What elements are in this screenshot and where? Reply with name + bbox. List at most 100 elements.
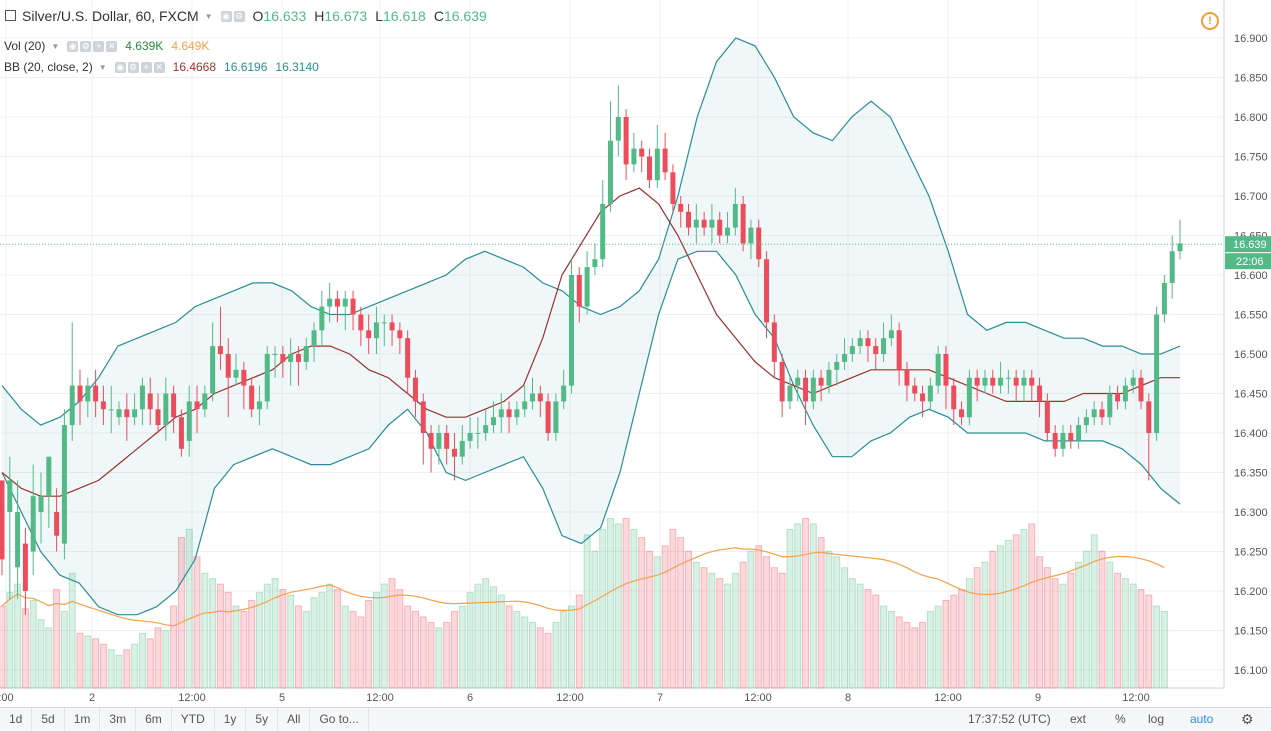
- volume-bar: [216, 583, 224, 689]
- eye-icon[interactable]: ◉: [114, 61, 126, 73]
- volume-bar: [575, 594, 583, 689]
- candle-body: [709, 219, 715, 228]
- bb-upper-value: 16.6196: [224, 60, 268, 74]
- volume-bar: [911, 627, 919, 689]
- volume-bar: [37, 619, 45, 689]
- volume-bar: [981, 561, 989, 689]
- range-3m[interactable]: 3m: [100, 708, 137, 731]
- chevron-down-icon[interactable]: ▼: [98, 62, 107, 72]
- range-ytd[interactable]: YTD: [172, 708, 215, 731]
- goto-button[interactable]: Go to...: [310, 708, 369, 731]
- candle-body: [1169, 251, 1175, 283]
- price-chart[interactable]: 16.90016.85016.80016.75016.70016.65016.6…: [0, 0, 1271, 707]
- log-toggle[interactable]: log: [1148, 712, 1165, 726]
- volume-bar: [864, 589, 872, 689]
- volume-bar: [505, 605, 513, 689]
- volume-label[interactable]: Vol (20): [4, 39, 46, 53]
- candle-body: [139, 385, 145, 410]
- volume-bar: [1020, 528, 1028, 689]
- candle-body: [1013, 377, 1019, 386]
- plus-icon[interactable]: +: [93, 40, 105, 52]
- symbol-title[interactable]: Silver/U.S. Dollar, 60, FXCM: [22, 8, 199, 24]
- candle-body: [288, 354, 294, 362]
- volume-bar: [380, 583, 388, 689]
- volume-bar: [443, 621, 451, 689]
- volume-bar: [404, 605, 412, 689]
- ext-toggle[interactable]: ext: [1070, 712, 1087, 726]
- collapse-icon[interactable]: [5, 10, 16, 21]
- candle-body: [732, 203, 738, 228]
- volume-bar: [209, 578, 217, 689]
- candle-body: [881, 338, 887, 354]
- plus-icon[interactable]: +: [140, 61, 152, 73]
- volume-bar: [614, 523, 622, 689]
- candle-body: [467, 433, 473, 441]
- chevron-down-icon[interactable]: ▼: [51, 41, 60, 51]
- range-all[interactable]: All: [278, 708, 311, 731]
- candle-body: [1146, 401, 1152, 433]
- candle-body: [1161, 282, 1167, 315]
- candle-body: [233, 369, 239, 378]
- gear-icon[interactable]: ⚙: [1241, 711, 1254, 727]
- candle-body: [662, 148, 668, 173]
- close-icon[interactable]: ✕: [153, 61, 165, 73]
- volume-bar: [560, 610, 568, 689]
- volume-bar: [778, 572, 786, 689]
- candle-body: [670, 172, 676, 204]
- price-tick-label: 16.150: [1234, 626, 1268, 638]
- volume-bar: [310, 597, 318, 689]
- volume-bar: [1043, 567, 1051, 689]
- candle-body: [1138, 377, 1144, 402]
- chevron-down-icon[interactable]: ▼: [204, 11, 213, 21]
- auto-toggle[interactable]: auto: [1190, 712, 1214, 726]
- candle-body: [615, 117, 621, 141]
- open-value: 16.633: [263, 8, 307, 24]
- candle-body: [974, 377, 980, 386]
- volume-bar: [716, 578, 724, 689]
- range-5y[interactable]: 5y: [246, 708, 279, 731]
- volume-bar: [770, 567, 778, 689]
- bb-legend: BB (20, close, 2) ▼ ◉ ⚙ + ✕ 16.4668 16.6…: [4, 60, 327, 74]
- range-1y[interactable]: 1y: [215, 708, 247, 731]
- candle-body: [506, 409, 512, 418]
- settings-icon[interactable]: ⚙: [233, 10, 245, 22]
- range-5d[interactable]: 5d: [32, 708, 65, 731]
- price-tick-label: 16.100: [1234, 665, 1268, 677]
- settings-icon[interactable]: ⚙: [127, 61, 139, 73]
- candle-body: [163, 393, 169, 426]
- candle-body: [647, 156, 653, 181]
- candle-body: [529, 393, 535, 402]
- candle-body: [826, 369, 832, 386]
- candle-body: [132, 409, 138, 418]
- volume-bar: [1090, 534, 1098, 689]
- close-value: 16.639: [443, 8, 487, 24]
- volume-bar: [427, 621, 435, 689]
- volume-bar: [731, 572, 739, 689]
- volume-bar: [271, 578, 279, 689]
- volume-bar: [833, 556, 841, 689]
- range-1d[interactable]: 1d: [0, 708, 33, 731]
- candle-body: [725, 227, 731, 236]
- candle-body: [147, 393, 153, 410]
- time-tick-label: :00: [0, 692, 14, 704]
- bb-label[interactable]: BB (20, close, 2): [4, 60, 93, 74]
- volume-bar: [115, 654, 123, 689]
- range-1m[interactable]: 1m: [65, 708, 101, 731]
- range-6m[interactable]: 6m: [136, 708, 172, 731]
- close-icon[interactable]: ✕: [106, 40, 118, 52]
- alert-icon[interactable]: !: [1201, 12, 1219, 30]
- volume-bar: [1082, 550, 1090, 689]
- time-tick-label: 12:00: [556, 692, 584, 704]
- eye-icon[interactable]: ◉: [220, 10, 232, 22]
- volume-bar: [965, 578, 973, 689]
- candle-body: [77, 385, 83, 402]
- percent-toggle[interactable]: %: [1115, 712, 1126, 726]
- settings-icon[interactable]: ⚙: [80, 40, 92, 52]
- candle-body: [522, 401, 528, 410]
- candle-body: [888, 330, 894, 339]
- volume-bar: [591, 550, 599, 689]
- volume-bar: [365, 600, 373, 689]
- eye-icon[interactable]: ◉: [67, 40, 79, 52]
- volume-bar: [14, 583, 22, 689]
- candle-body: [46, 456, 52, 497]
